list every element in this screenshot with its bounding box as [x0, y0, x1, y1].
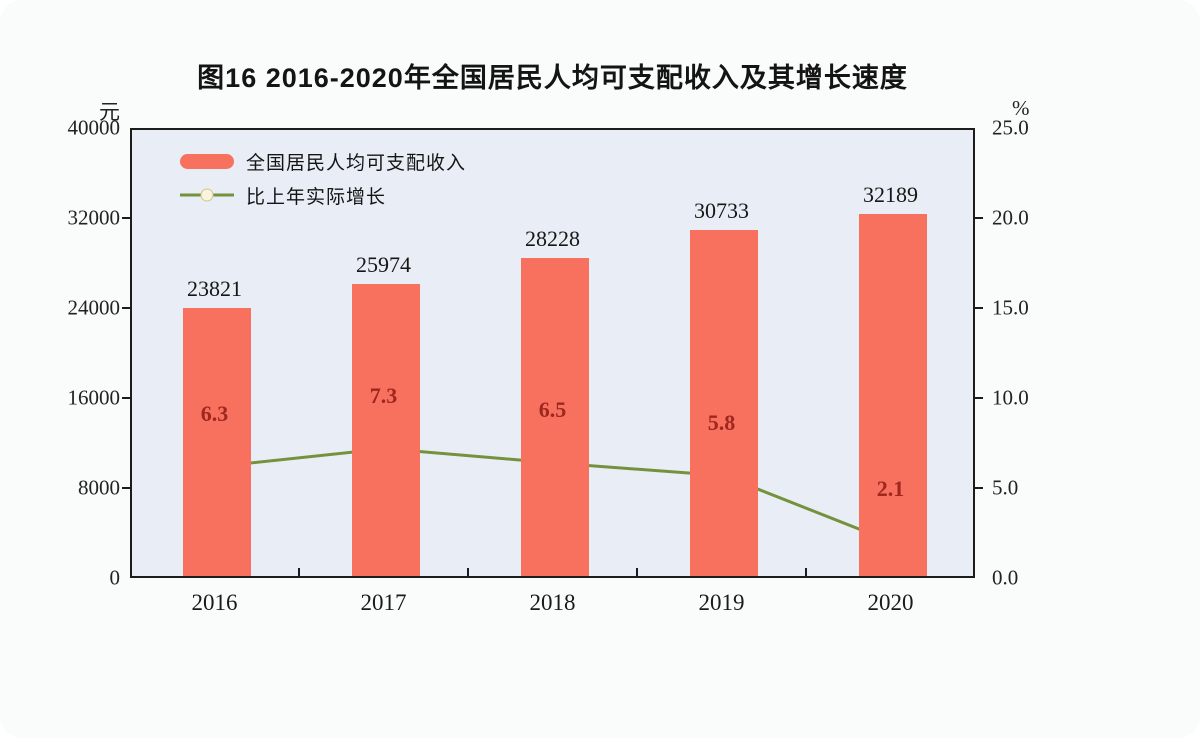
right-axis-tick-mark [973, 487, 983, 489]
growth-label-2017: 7.3 [369, 382, 398, 408]
left-axis-tick-mark [122, 397, 132, 399]
bar-value-2019: 30733 [694, 198, 749, 224]
left-axis-unit: 元 [99, 100, 120, 124]
income-bar-swatch [180, 153, 234, 169]
x-axis-label-2020: 2020 [867, 590, 914, 615]
x-axis-tick-mark [467, 568, 469, 578]
left-axis-tick-mark [122, 307, 132, 309]
x-axis-label-2017: 2017 [360, 590, 407, 615]
bar-2020 [858, 213, 927, 576]
bar-2016 [182, 308, 251, 576]
bar-2018 [520, 258, 589, 576]
growth-label-2016: 6.3 [200, 400, 229, 426]
growth-label-2019: 5.8 [707, 409, 736, 435]
left-axis-tick-label: 0 [109, 565, 121, 590]
left-axis-tick-mark [122, 217, 132, 219]
right-axis-tick-label: 15.0 [992, 295, 1029, 320]
chart-title: 图16 2016-2020年全国居民人均可支配收入及其增长速度 [197, 63, 908, 93]
bar-2019 [689, 230, 758, 576]
right-axis-unit: % [1012, 96, 1030, 120]
left-axis-tick-label: 24000 [67, 295, 121, 320]
bar-value-2020: 32189 [863, 181, 918, 207]
bar-value-2017: 25974 [356, 251, 411, 277]
x-axis-label-2018: 2018 [529, 590, 576, 615]
right-axis-tick-label: 10.0 [992, 385, 1029, 410]
left-axis-tick-label: 16000 [67, 385, 121, 410]
legend-label-growth: 比上年实际增长 [246, 186, 387, 208]
left-axis-tick-label: 32000 [67, 205, 121, 230]
growth-label-2020: 2.1 [876, 476, 905, 502]
right-axis-tick-label: 25.0 [992, 115, 1029, 140]
legend-label-income: 全国居民人均可支配收入 [246, 152, 467, 174]
left-axis-tick-mark [122, 487, 132, 489]
right-axis-tick-mark [973, 217, 983, 219]
x-axis-tick-mark [636, 568, 638, 578]
x-axis-tick-mark [298, 568, 300, 578]
legend: 全国居民人均可支配收入 比上年实际增长 [180, 148, 466, 208]
left-axis-tick-label: 40000 [67, 115, 121, 140]
bar-value-2018: 28228 [525, 226, 580, 252]
legend-item-growth: 比上年实际增长 [180, 182, 466, 208]
bar-2017 [351, 283, 420, 576]
bar-value-2016: 23821 [187, 276, 242, 301]
x-axis-label-2016: 2016 [191, 590, 238, 615]
right-axis-tick-label: 20.0 [992, 205, 1029, 230]
x-axis-label-2019: 2019 [698, 590, 745, 615]
right-axis-tick-label: 0.0 [992, 565, 1019, 590]
x-axis-tick-mark [805, 568, 807, 578]
legend-item-income: 全国居民人均可支配收入 [180, 148, 466, 174]
left-axis-tick-label: 8000 [78, 475, 120, 500]
right-axis-tick-mark [973, 307, 983, 309]
plot-area: 全国居民人均可支配收入 比上年实际增长 [130, 128, 975, 578]
right-axis-tick-label: 5.0 [992, 475, 1019, 500]
growth-label-2018: 6.5 [538, 397, 567, 422]
growth-line-swatch [180, 188, 234, 202]
right-axis-tick-mark [973, 397, 983, 399]
